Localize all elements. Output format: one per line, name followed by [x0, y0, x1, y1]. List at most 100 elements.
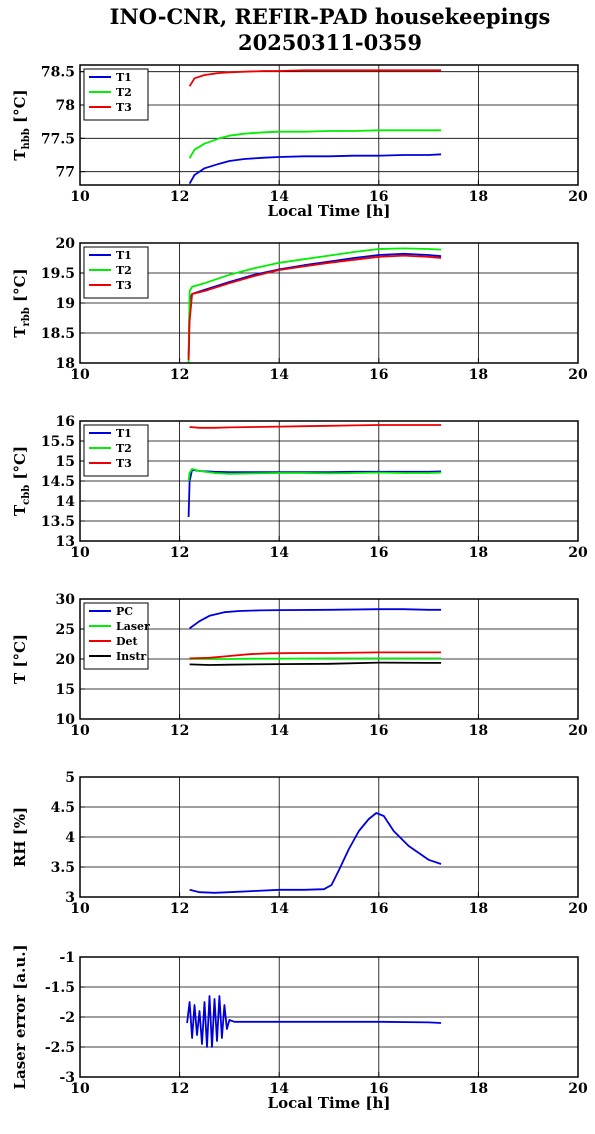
x-axis-label: Local Time [h]	[268, 202, 391, 220]
y-tick-label: 18	[56, 356, 75, 372]
legend-label: T3	[116, 457, 132, 470]
x-tick-label: 14	[269, 901, 289, 917]
plot-frame	[79, 64, 579, 186]
x-tick-label: 20	[568, 189, 588, 205]
series-line-1	[186, 995, 442, 1048]
x-tick-label: 12	[170, 545, 189, 561]
y-tick-label: 14.5	[41, 474, 75, 490]
chart-panel-5: 10 12 14 16 18 20 3 3.5 4 4.5 5 RH [%]	[11, 770, 588, 917]
plot-frame	[79, 598, 579, 720]
y-axis-label: Tcbb [°C]	[11, 446, 32, 516]
legend-label: T1	[116, 249, 132, 262]
x-tick-label: 12	[170, 189, 189, 205]
y-tick-label: 78.5	[41, 65, 75, 81]
series-line-det	[189, 651, 442, 660]
chart-panel-4: 10 12 14 16 18 20 10 15 20 25 30 PC Laser Det Instr T […	[11, 592, 588, 739]
series-line-laser	[189, 657, 442, 660]
y-tick-label: -1	[59, 950, 75, 966]
plot-frame	[79, 956, 579, 1078]
x-tick-label: 16	[369, 545, 388, 561]
y-tick-label: -2	[59, 1010, 75, 1026]
legend-label: T2	[116, 86, 132, 99]
y-tick-label: 20	[56, 652, 76, 668]
legend-label: T3	[116, 101, 132, 114]
chart-panel-6: 10 12 14 16 18 20 -3 -2.5 -2 -1.5 -1 Laser error [a…	[11, 944, 588, 1112]
legend: T1 T2 T3	[83, 424, 149, 477]
x-tick-label: 20	[568, 901, 588, 917]
x-tick-label: 14	[269, 367, 289, 383]
y-tick-label: 18.5	[41, 326, 75, 342]
y-tick-label: 16	[56, 414, 75, 430]
y-tick-label: 15	[56, 682, 75, 698]
x-tick-label: 14	[269, 545, 289, 561]
y-tick-label: 10	[56, 712, 76, 728]
y-tick-label: 4	[65, 830, 75, 846]
x-tick-label: 10	[70, 901, 90, 917]
x-tick-label: 10	[70, 545, 90, 561]
x-tick-label: 16	[369, 367, 388, 383]
y-tick-label: -2.5	[45, 1040, 75, 1056]
legend-label: Instr	[116, 650, 146, 663]
x-tick-label: 18	[469, 545, 488, 561]
x-tick-label: 16	[369, 189, 388, 205]
y-tick-label: 19.5	[41, 266, 75, 282]
series-line-pc	[189, 608, 442, 630]
series-line-t3	[188, 69, 442, 87]
y-tick-label: 14	[56, 494, 76, 510]
legend-label: PC	[116, 605, 133, 618]
x-tick-label: 12	[170, 367, 189, 383]
legend-label: T1	[116, 71, 132, 84]
x-tick-label: 16	[369, 1081, 388, 1097]
x-tick-label: 10	[70, 189, 90, 205]
x-tick-label: 18	[469, 1081, 488, 1097]
x-tick-label: 20	[568, 723, 588, 739]
x-tick-label: 18	[469, 901, 488, 917]
y-tick-label: 20	[56, 236, 76, 252]
x-tick-label: 14	[269, 189, 289, 205]
figure-title-line2: 20250311-0359	[238, 30, 422, 55]
y-tick-label: -3	[59, 1070, 75, 1086]
x-tick-label: 16	[369, 901, 388, 917]
figure-title-line1: INO-CNR, REFIR-PAD housekeepings	[110, 4, 551, 29]
x-tick-label: 14	[269, 1081, 289, 1097]
y-axis-label: Trbb [°C]	[11, 268, 32, 337]
x-tick-label: 10	[70, 723, 90, 739]
series-line-instr	[189, 661, 442, 666]
legend-label: Det	[116, 635, 139, 648]
legend: PC Laser Det Instr	[83, 602, 150, 670]
legend: T1 T2 T3	[83, 68, 149, 121]
series-line-t3	[189, 424, 442, 429]
plot-frame	[79, 776, 579, 898]
y-tick-label: 25	[56, 622, 75, 638]
series-line-t1	[187, 468, 442, 518]
series-line-t2	[188, 129, 442, 159]
series-line-t2	[187, 468, 442, 482]
y-tick-label: 78	[56, 98, 75, 114]
legend-label: T2	[116, 442, 132, 455]
legend-label: T1	[116, 427, 132, 440]
legend-label: T3	[116, 279, 132, 292]
x-axis-label: Local Time [h]	[268, 1094, 391, 1112]
x-tick-label: 18	[469, 367, 488, 383]
x-tick-label: 12	[170, 901, 189, 917]
x-tick-label: 12	[170, 723, 189, 739]
y-tick-label: 77	[56, 165, 75, 181]
legend-box	[83, 602, 149, 670]
x-tick-label: 10	[70, 367, 90, 383]
y-axis-label: Thbb [°C]	[11, 89, 32, 160]
y-tick-label: 5	[65, 770, 75, 786]
y-axis-label: T [°C]	[11, 634, 29, 684]
y-tick-label: 15.5	[41, 434, 75, 450]
series-line-t1	[188, 153, 442, 185]
x-tick-label: 18	[469, 189, 488, 205]
x-tick-label: 14	[269, 723, 289, 739]
x-tick-label: 20	[568, 545, 588, 561]
series-line-t2	[187, 247, 442, 364]
plot-frame	[79, 242, 579, 364]
y-tick-label: -1.5	[45, 980, 75, 996]
y-tick-label: 30	[56, 592, 76, 608]
y-axis-label: RH [%]	[11, 807, 29, 867]
x-tick-label: 10	[70, 1081, 90, 1097]
chart-panel-1: 10 12 14 16 18 20 77 77.5 78 78.5 T1 T2 T3 Thbb [°C] L…	[11, 64, 588, 220]
